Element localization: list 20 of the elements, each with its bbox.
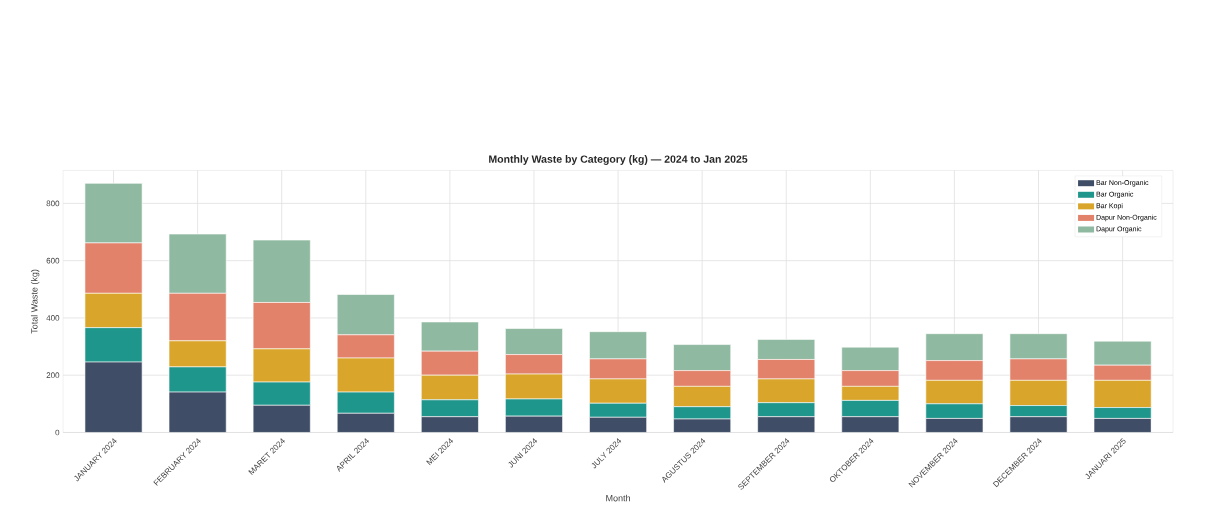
bar (336, 413, 395, 433)
bar (421, 416, 479, 433)
chart-title: Monthly Waste by Category (kg) — 2024 to Jan 2025 (489, 155, 748, 166)
y-tick-label: 200 (46, 372, 60, 379)
bar (757, 416, 816, 433)
bar (1093, 418, 1152, 433)
bar (841, 416, 900, 433)
x-axis-title: Month (606, 494, 630, 502)
y-tick-label: 0 (55, 429, 60, 436)
bar (925, 418, 984, 433)
bar (252, 405, 311, 433)
bar (1009, 416, 1068, 433)
bar (589, 417, 647, 433)
bar (168, 391, 227, 433)
bar (84, 361, 143, 433)
y-tick-label: 400 (46, 315, 60, 321)
bar (505, 416, 563, 433)
y-axis-title: Total Waste (kg) (30, 269, 40, 334)
y-tick-label: 800 (46, 200, 60, 207)
y-tick-label: 600 (46, 257, 60, 264)
